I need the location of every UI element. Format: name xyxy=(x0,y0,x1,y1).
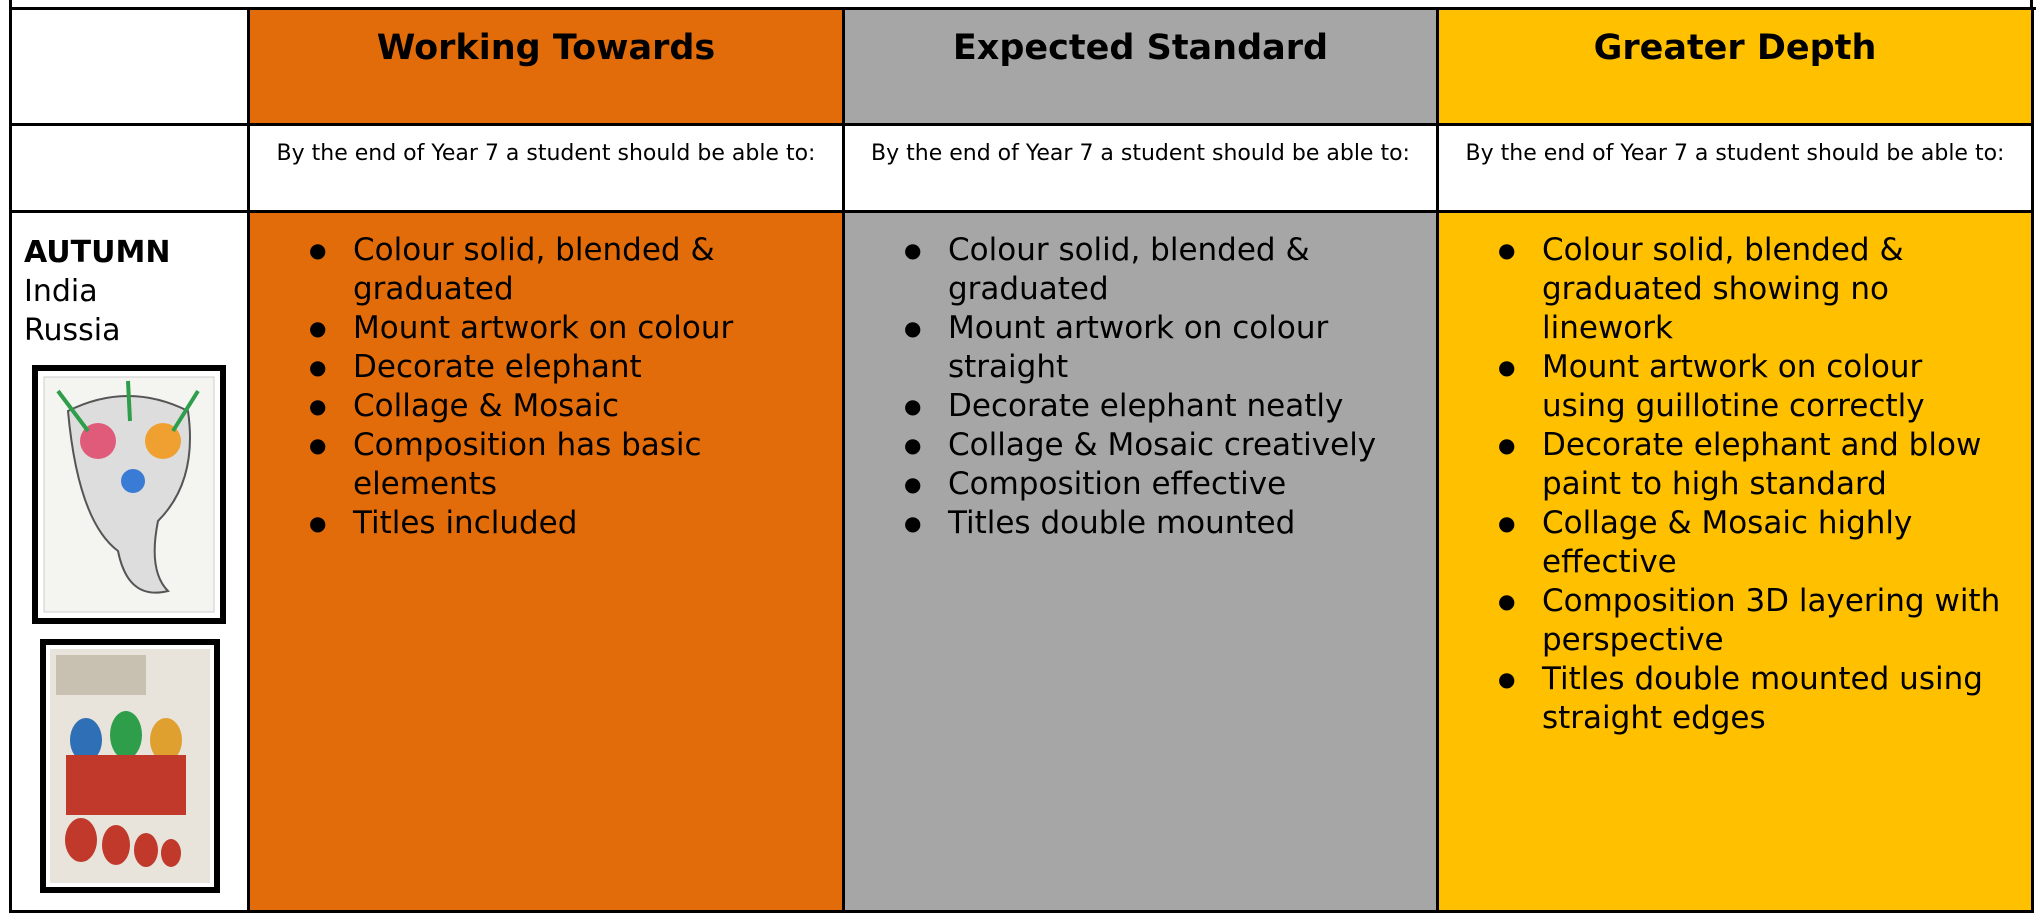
criteria-list: Colour solid, blended & graduatedMount a… xyxy=(250,213,842,543)
header-text: Working Towards xyxy=(376,28,716,68)
empty-cell xyxy=(12,126,250,213)
criterion: Colour solid, blended & graduated showin… xyxy=(1498,231,2011,348)
criterion: Mount artwork on colour xyxy=(309,309,822,348)
criterion: Mount artwork on colour straight xyxy=(904,309,1416,387)
criterion: Titles included xyxy=(309,504,822,543)
header-cell: Greater Depth xyxy=(1439,10,2034,126)
criterion: Titles double mounted xyxy=(904,504,1416,543)
subheader-cell: By the end of Year 7 a student should be… xyxy=(845,126,1439,213)
criteria-cell: Colour solid, blended & graduatedMount a… xyxy=(845,213,1439,913)
empty-cell xyxy=(12,10,250,126)
border xyxy=(9,0,12,8)
header-cell: Expected Standard xyxy=(845,10,1439,126)
criteria-list: Colour solid, blended & graduatedMount a… xyxy=(845,213,1436,543)
criteria-cell: Colour solid, blended & graduated showin… xyxy=(1439,213,2034,913)
artwork-image xyxy=(32,365,226,624)
criterion: Colour solid, blended & graduated xyxy=(309,231,822,309)
criterion: Decorate elephant and blow paint to high… xyxy=(1498,426,2011,504)
criterion: Collage & Mosaic highly effective xyxy=(1498,504,2011,582)
criterion: Collage & Mosaic creatively xyxy=(904,426,1416,465)
artwork-drawing xyxy=(43,376,215,613)
header-text: Greater Depth xyxy=(1593,28,1877,68)
topic: Russia xyxy=(24,313,121,348)
criterion: Decorate elephant xyxy=(309,348,822,387)
topic: India xyxy=(24,274,98,309)
subheader-cell: By the end of Year 7 a student should be… xyxy=(1439,126,2034,213)
artwork-drawing xyxy=(50,649,210,883)
criterion: Composition effective xyxy=(904,465,1416,504)
criterion: Composition 3D layering with perspective xyxy=(1498,582,2011,660)
row-label: AUTUMN India Russia xyxy=(12,213,250,913)
criterion: Collage & Mosaic xyxy=(309,387,822,426)
criteria-list: Colour solid, blended & graduated showin… xyxy=(1439,213,2031,738)
criteria-cell: Colour solid, blended & graduatedMount a… xyxy=(250,213,845,913)
header-text: Expected Standard xyxy=(952,28,1329,68)
header-cell: Working Towards xyxy=(250,10,845,126)
subheader-cell: By the end of Year 7 a student should be… xyxy=(250,126,845,213)
criterion: Mount artwork on colour using guillotine… xyxy=(1498,348,2011,426)
artwork-image xyxy=(40,639,220,893)
criterion: Titles double mounted using straight edg… xyxy=(1498,660,2011,738)
table: Working Towards Expected Standard Greate… xyxy=(9,7,2036,913)
border xyxy=(2030,0,2033,8)
criterion: Composition has basic elements xyxy=(309,426,822,504)
criterion: Colour solid, blended & graduated xyxy=(904,231,1416,309)
season: AUTUMN xyxy=(24,235,171,270)
criterion: Decorate elephant neatly xyxy=(904,387,1416,426)
